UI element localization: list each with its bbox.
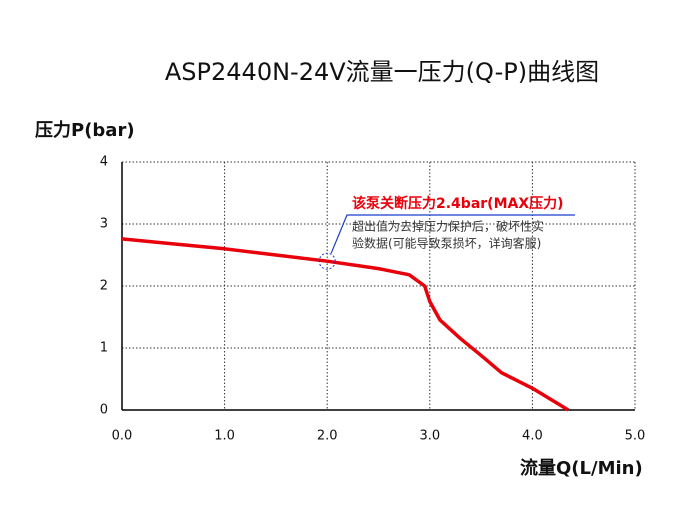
y-axis-label: 压力P(bar) — [35, 120, 135, 141]
x-axis-label: 流量Q(L/Min) — [520, 457, 643, 479]
chart-title: ASP2440N-24V流量一压力(Q-P)曲线图 — [165, 58, 599, 86]
annotation-title: 该泵关断压力2.4bar(MAX压力) — [352, 195, 564, 212]
y-tick-label: 1 — [100, 341, 108, 356]
annotation-marker — [318, 252, 336, 270]
y-tick-label: 4 — [100, 155, 108, 170]
y-tick-label: 2 — [100, 279, 108, 294]
annotation-text: 验数据(可能导致泵损坏，详询客服) — [352, 236, 541, 251]
y-tick-label: 0 — [100, 403, 108, 418]
annotation-text: 超出值为去掉压力保护后，破坏性实 — [352, 219, 544, 234]
line-series — [121, 237, 570, 412]
x-tick-label: 5.0 — [625, 429, 646, 444]
x-tick-label: 4.0 — [522, 429, 543, 444]
x-tick-label: 3.0 — [419, 429, 440, 444]
y-tick-label: 3 — [100, 217, 108, 232]
annotation-leader — [330, 214, 575, 254]
x-tick-label: 1.0 — [214, 429, 235, 444]
x-tick-label: 2.0 — [317, 429, 338, 444]
x-tick-label: 0.0 — [112, 429, 133, 444]
